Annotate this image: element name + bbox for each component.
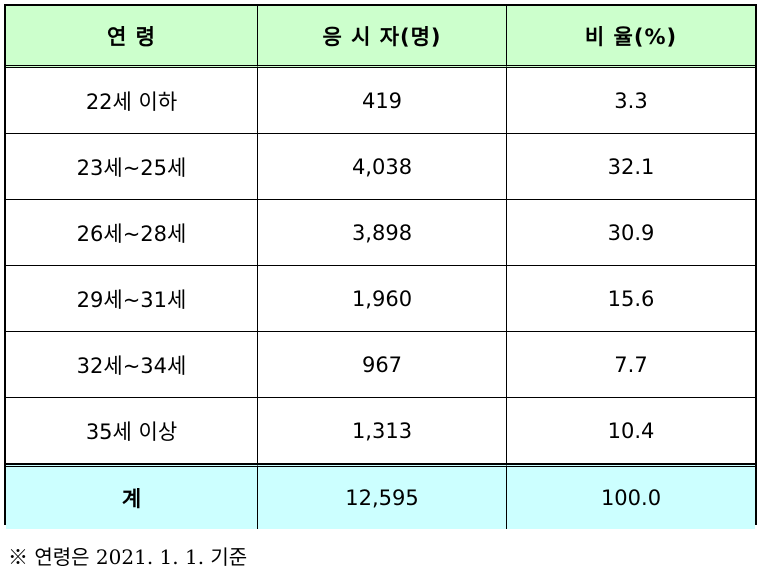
table-row: 32세~34세 967 7.7 [6,332,755,398]
table-row: 26세~28세 3,898 30.9 [6,200,755,266]
footnote: ※ 연령은 2021. 1. 1. 기준 [8,545,248,569]
total-row: 계 12,595 100.0 [6,464,755,529]
ratio-cell: 32.1 [507,134,755,200]
ratio-cell: 3.3 [507,68,755,134]
applicants-cell: 419 [258,68,507,134]
applicants-cell: 1,313 [258,398,507,464]
header-ratio: 비 율(%) [507,6,755,68]
table-row: 23세~25세 4,038 32.1 [6,134,755,200]
age-cell: 22세 이하 [6,68,258,134]
applicants-cell: 3,898 [258,200,507,266]
header-applicants: 응 시 자(명) [258,6,507,68]
table-row: 35세 이상 1,313 10.4 [6,398,755,464]
ratio-cell: 15.6 [507,266,755,332]
total-label: 계 [6,464,258,529]
age-cell: 23세~25세 [6,134,258,200]
ratio-cell: 7.7 [507,332,755,398]
total-ratio: 100.0 [507,464,755,529]
table-row: 22세 이하 419 3.3 [6,68,755,134]
ratio-cell: 10.4 [507,398,755,464]
applicants-cell: 1,960 [258,266,507,332]
ratio-cell: 30.9 [507,200,755,266]
age-cell: 26세~28세 [6,200,258,266]
table-row: 29세~31세 1,960 15.6 [6,266,755,332]
header-row: 연 령 응 시 자(명) 비 율(%) [6,6,755,68]
applicants-cell: 967 [258,332,507,398]
applicants-cell: 4,038 [258,134,507,200]
age-cell: 35세 이상 [6,398,258,464]
age-cell: 32세~34세 [6,332,258,398]
header-age: 연 령 [6,6,258,68]
age-distribution-table: 연 령 응 시 자(명) 비 율(%) 22세 이하 419 3.3 23세~2… [4,4,757,529]
age-cell: 29세~31세 [6,266,258,332]
total-applicants: 12,595 [258,464,507,529]
